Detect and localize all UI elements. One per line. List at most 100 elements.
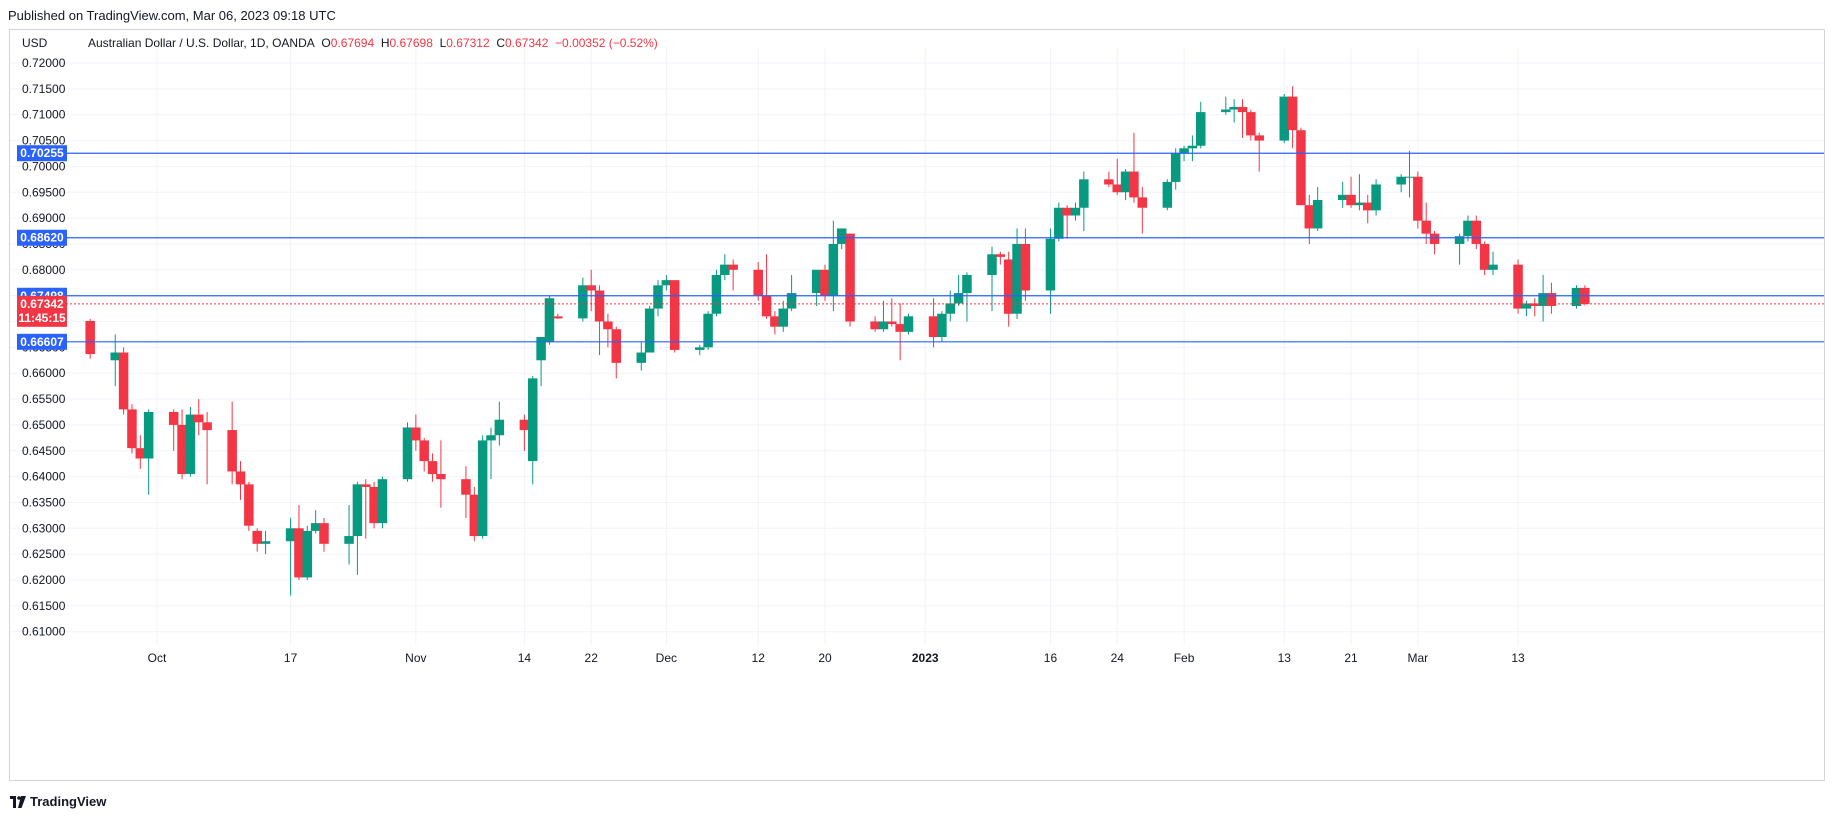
candle-body bbox=[1137, 197, 1148, 208]
candle-body bbox=[202, 422, 212, 431]
candle-body bbox=[118, 352, 129, 410]
candle-body bbox=[1120, 171, 1131, 193]
candle-body bbox=[644, 308, 655, 353]
candle-body bbox=[711, 274, 722, 314]
last-price-badge bbox=[17, 295, 67, 327]
candle-body bbox=[1045, 238, 1056, 291]
candle-body bbox=[1421, 220, 1431, 234]
x-tick-label: Feb bbox=[1174, 651, 1195, 665]
candle-body bbox=[528, 378, 538, 462]
level-price-label: 0.66607 bbox=[20, 335, 64, 349]
candle-body bbox=[945, 303, 955, 314]
candle-body bbox=[1054, 207, 1064, 239]
candle-body bbox=[110, 352, 120, 361]
candle-body bbox=[1513, 264, 1523, 309]
candle-body bbox=[903, 316, 914, 332]
candle-body bbox=[461, 479, 471, 495]
candle-body bbox=[636, 352, 647, 363]
y-tick-label: 0.70500 bbox=[22, 134, 66, 148]
candle-body bbox=[1012, 243, 1022, 314]
y-tick-label: 0.63000 bbox=[22, 521, 66, 535]
x-tick-label: 17 bbox=[284, 651, 298, 665]
y-tick-label: 0.72000 bbox=[22, 56, 66, 70]
candle-body bbox=[1479, 243, 1490, 270]
candle-body bbox=[878, 321, 889, 330]
candle-body bbox=[1371, 184, 1381, 211]
published-caption: Published on TradingView.com, Mar 06, 20… bbox=[8, 8, 336, 23]
candle-body bbox=[720, 264, 730, 275]
candle-body bbox=[1530, 303, 1540, 306]
close-value: 0.67342 bbox=[504, 36, 549, 50]
candle-body bbox=[411, 427, 421, 441]
level-price-badge bbox=[17, 333, 67, 350]
candle-body bbox=[294, 528, 304, 578]
x-tick-label: 2023 bbox=[912, 651, 939, 665]
candle-body bbox=[937, 313, 947, 338]
candle-body bbox=[1396, 176, 1406, 185]
y-tick-label: 0.71500 bbox=[22, 82, 66, 96]
candle-body bbox=[1129, 171, 1139, 198]
candle-body bbox=[227, 430, 237, 472]
candle-body bbox=[469, 494, 480, 537]
candle-body bbox=[1296, 130, 1306, 206]
candle-body bbox=[486, 435, 496, 441]
candle-body bbox=[427, 461, 438, 475]
candle-body bbox=[703, 313, 713, 348]
high-value: 0.67698 bbox=[389, 36, 433, 50]
close-label: C bbox=[496, 36, 505, 50]
y-tick-label: 0.61000 bbox=[22, 625, 66, 639]
candle-body bbox=[895, 324, 905, 332]
candle-body bbox=[419, 440, 429, 462]
candle-body bbox=[820, 269, 830, 296]
candle-body bbox=[1454, 236, 1465, 244]
candle-body bbox=[845, 233, 855, 322]
candle-body bbox=[811, 269, 822, 294]
level-price-label: 0.68620 bbox=[20, 231, 64, 245]
candle-body bbox=[603, 321, 613, 330]
candle-body bbox=[544, 298, 555, 343]
candle-body bbox=[1246, 112, 1256, 136]
candle-body bbox=[402, 427, 413, 480]
candle-body bbox=[1170, 153, 1181, 182]
candle-body bbox=[135, 448, 146, 459]
candle-body bbox=[369, 486, 379, 524]
candle-body bbox=[1287, 96, 1298, 131]
candle-body bbox=[1162, 181, 1173, 208]
x-tick-label: 13 bbox=[1278, 651, 1292, 665]
low-label: L bbox=[439, 36, 447, 50]
candle-body bbox=[1187, 145, 1198, 149]
candle-body bbox=[194, 414, 204, 423]
candle-body bbox=[1471, 220, 1482, 244]
candle-body bbox=[177, 424, 187, 475]
candle-body bbox=[786, 293, 797, 309]
candle-body bbox=[553, 316, 563, 319]
candle-body bbox=[653, 285, 663, 309]
y-tick-label: 0.70000 bbox=[22, 159, 66, 173]
last-price-label: 0.67342 bbox=[20, 297, 64, 311]
candle-body bbox=[962, 274, 972, 294]
candle-body bbox=[1003, 259, 1014, 314]
y-tick-label: 0.62500 bbox=[22, 547, 66, 561]
candle-body bbox=[1112, 184, 1122, 193]
candle-body bbox=[870, 321, 880, 330]
candle-body bbox=[168, 411, 179, 425]
candle-body bbox=[1346, 194, 1356, 206]
candle-body bbox=[928, 316, 939, 338]
candle-body bbox=[536, 337, 546, 361]
x-tick-label: 21 bbox=[1344, 651, 1358, 665]
x-tick-label: Nov bbox=[405, 651, 426, 665]
candle-body bbox=[519, 419, 530, 431]
high-label: H bbox=[380, 36, 390, 50]
candle-body bbox=[611, 329, 621, 363]
candle-body bbox=[85, 320, 95, 355]
candle-body bbox=[1070, 207, 1081, 216]
candle-body bbox=[1429, 233, 1440, 244]
candle-body bbox=[1363, 202, 1373, 211]
level-price-badge bbox=[17, 229, 67, 246]
tradingview-logo[interactable]: TradingView bbox=[10, 794, 106, 809]
candle-body bbox=[127, 409, 137, 449]
candle-body bbox=[1546, 293, 1557, 306]
change-value: −0.00352 (−0.52%) bbox=[555, 36, 658, 50]
candle-body bbox=[987, 254, 997, 275]
